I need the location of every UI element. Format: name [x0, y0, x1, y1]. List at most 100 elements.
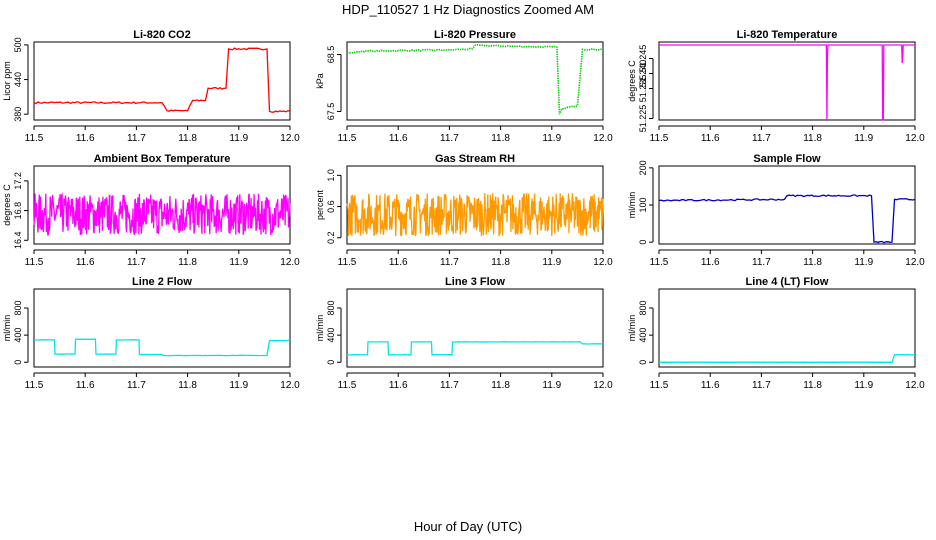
panel-2-frame: [346, 41, 604, 121]
panel-4-x-tick-label: 11.9: [229, 257, 248, 268]
panel-8-y-label: ml/min: [315, 315, 325, 342]
panel-5-y-tick-label: 0.6: [326, 200, 336, 213]
panel-9-x-tick-label: 12.0: [905, 380, 925, 391]
panel-1-y-tick-label: 440: [13, 72, 23, 87]
panel-9-x-tick-label: 11.8: [803, 380, 822, 391]
panel-3-x-tick-label: 11.6: [701, 133, 720, 144]
panel-8-x-tick-label: 12.0: [593, 380, 613, 391]
panel-4-y-tick-label: 16.4: [13, 232, 23, 250]
panel-3-x-tick-label: 11.9: [854, 133, 873, 144]
panel-9-y-tick-label: 0: [638, 360, 648, 365]
panel-4-x-tick-label: 12.0: [280, 257, 300, 268]
panel-8-y-tick-label: 400: [326, 328, 336, 343]
panel-4-x-axis: 11.5 11.6 11.7 11.8 11.9 12.0: [25, 249, 300, 268]
panel-4-x-tick-label: 11.6: [76, 257, 95, 268]
panel-1-x-tick-label: 12.0: [280, 133, 300, 144]
panel-8-y-tick-label: 800: [326, 300, 336, 315]
panel-3-x-tick-label: 11.8: [803, 133, 822, 144]
panel-5-x-tick-label: 11.7: [440, 257, 459, 268]
panel-8-series-line-3: [346, 341, 603, 356]
panel-6-y-tick-label: 0: [638, 240, 648, 245]
panel-6-y-tick-label: 100: [638, 197, 648, 212]
panel-2-x-axis: 11.5 11.6 11.7 11.8 11.9 12.0: [338, 125, 613, 144]
panel-3-x-axis: 11.5 11.6 11.7 11.8 11.9 12.0: [650, 125, 925, 144]
panel-6-title: Sample Flow: [753, 153, 821, 165]
panel-6-x-axis: 11.5 11.6 11.7 11.8 11.9 12.0: [650, 249, 925, 268]
panel-5-y-label: percent: [315, 189, 325, 220]
panel-1-x-tick-label: 11.5: [25, 133, 44, 144]
panel-2-series-pressure: [346, 43, 604, 115]
panel-1-series-co2: [33, 47, 291, 113]
panel-1-li-820-co2: Li-820 CO2 11.5 11.6 11.7 11.8 11.9 12.0 380 440…: [2, 29, 300, 144]
panel-7-y-tick-label: 400: [13, 328, 23, 343]
panel-3-title: Li-820 Temperature: [737, 29, 838, 41]
panel-3-x-tick-label: 11.7: [752, 133, 771, 144]
panel-2-li-820-pressure: Li-820 Pressure 11.5 11.6 11.7 11.8 11.9 12.0 6…: [315, 29, 613, 144]
panels-grid: Li-820 CO2 11.5 11.6 11.7 11.8 11.9 12.0 380 440…: [2, 29, 925, 391]
panel-7-y-tick-label: 800: [13, 300, 23, 315]
panel-2-title: Li-820 Pressure: [434, 29, 516, 41]
panel-5-gas-stream-rh: Gas Stream RH 11.5 11.6 11.7 11.8 11.9 12.0 0.2…: [315, 153, 613, 268]
panel-8-x-tick-label: 11.6: [389, 380, 408, 391]
panel-3-y-tick-label: 51.245: [638, 45, 648, 73]
panel-3-y-tick-label: 51.235: [638, 75, 648, 103]
panel-5-x-tick-label: 11.9: [542, 257, 561, 268]
panel-1-x-tick-label: 11.6: [76, 133, 95, 144]
panel-9-x-tick-label: 11.7: [752, 380, 771, 391]
panel-8-x-axis: 11.5 11.6 11.7 11.8 11.9 12.0: [338, 372, 613, 391]
panel-6-x-tick-label: 11.7: [752, 257, 771, 268]
panel-8-title: Line 3 Flow: [445, 276, 505, 288]
panel-2-x-tick-label: 11.7: [440, 133, 459, 144]
panel-7-x-tick-label: 11.6: [76, 380, 95, 391]
panel-5-series-rh: [346, 192, 604, 237]
figure-title: HDP_110527 1 Hz Diagnostics Zoomed AM: [342, 2, 594, 17]
panel-6-x-tick-label: 11.8: [803, 257, 822, 268]
panel-9-x-tick-label: 11.5: [650, 380, 669, 391]
panel-9-series-line-4: [658, 354, 915, 363]
panel-8-x-tick-label: 11.5: [338, 380, 357, 391]
panel-1-frame: [33, 41, 291, 121]
panel-3-y-tick-label: 51.225: [638, 105, 648, 133]
panel-4-y-tick-label: 17.2: [13, 172, 23, 190]
panel-7-x-tick-label: 11.9: [229, 380, 248, 391]
panel-9-title: Line 4 (LT) Flow: [746, 276, 829, 288]
panel-6-y-label: ml/min: [627, 192, 637, 219]
panel-4-y-label: degrees C: [2, 184, 12, 226]
panel-7-y-label: ml/min: [2, 315, 12, 342]
panel-7-title: Line 2 Flow: [132, 276, 192, 288]
panel-7-y-tick-label: 0: [13, 360, 23, 365]
panel-5-x-tick-label: 11.6: [389, 257, 408, 268]
panel-3-li-820-temperature: Li-820 Temperature 11.5 11.6 11.7 11.8 11.9 12…: [627, 29, 925, 144]
panel-7-x-axis: 11.5 11.6 11.7 11.8 11.9 12.0: [25, 372, 300, 391]
panel-3-y-label: degrees C: [627, 60, 637, 102]
panel-8-frame: [346, 288, 604, 368]
panel-8-x-tick-label: 11.8: [491, 380, 510, 391]
panel-6-x-tick-label: 11.5: [650, 257, 669, 268]
panel-9-line-4-lt-flow: Line 4 (LT) Flow 11.5 11.6 11.7 11.8 11.9 12.0…: [627, 276, 925, 391]
panel-6-y-tick-label: 200: [638, 160, 648, 175]
panel-7-series-line-2: [34, 338, 291, 357]
panel-5-y-tick-label: 1.0: [326, 169, 336, 182]
panel-1-y-tick-label: 500: [13, 37, 23, 52]
panel-9-y-label: ml/min: [627, 315, 637, 342]
panel-6-x-tick-label: 11.6: [701, 257, 720, 268]
panel-2-x-tick-label: 11.9: [542, 133, 561, 144]
panel-3-x-tick-label: 12.0: [905, 133, 925, 144]
panel-6-x-tick-label: 12.0: [905, 257, 925, 268]
panel-3-x-tick-label: 11.5: [650, 133, 669, 144]
panel-2-y-tick-label: 68.5: [326, 46, 336, 64]
panel-7-x-tick-label: 12.0: [280, 380, 300, 391]
panel-1-y-label: Licor ppm: [2, 61, 12, 101]
panel-5-x-tick-label: 12.0: [593, 257, 613, 268]
panel-2-x-tick-label: 11.8: [491, 133, 510, 144]
panel-6-series-sample-flow: [658, 194, 916, 244]
panel-5-x-axis: 11.5 11.6 11.7 11.8 11.9 12.0: [338, 249, 613, 268]
panel-7-x-tick-label: 11.8: [178, 380, 197, 391]
panel-6-frame: [658, 165, 916, 245]
panel-9-x-axis: 11.5 11.6 11.7 11.8 11.9 12.0: [650, 372, 925, 391]
